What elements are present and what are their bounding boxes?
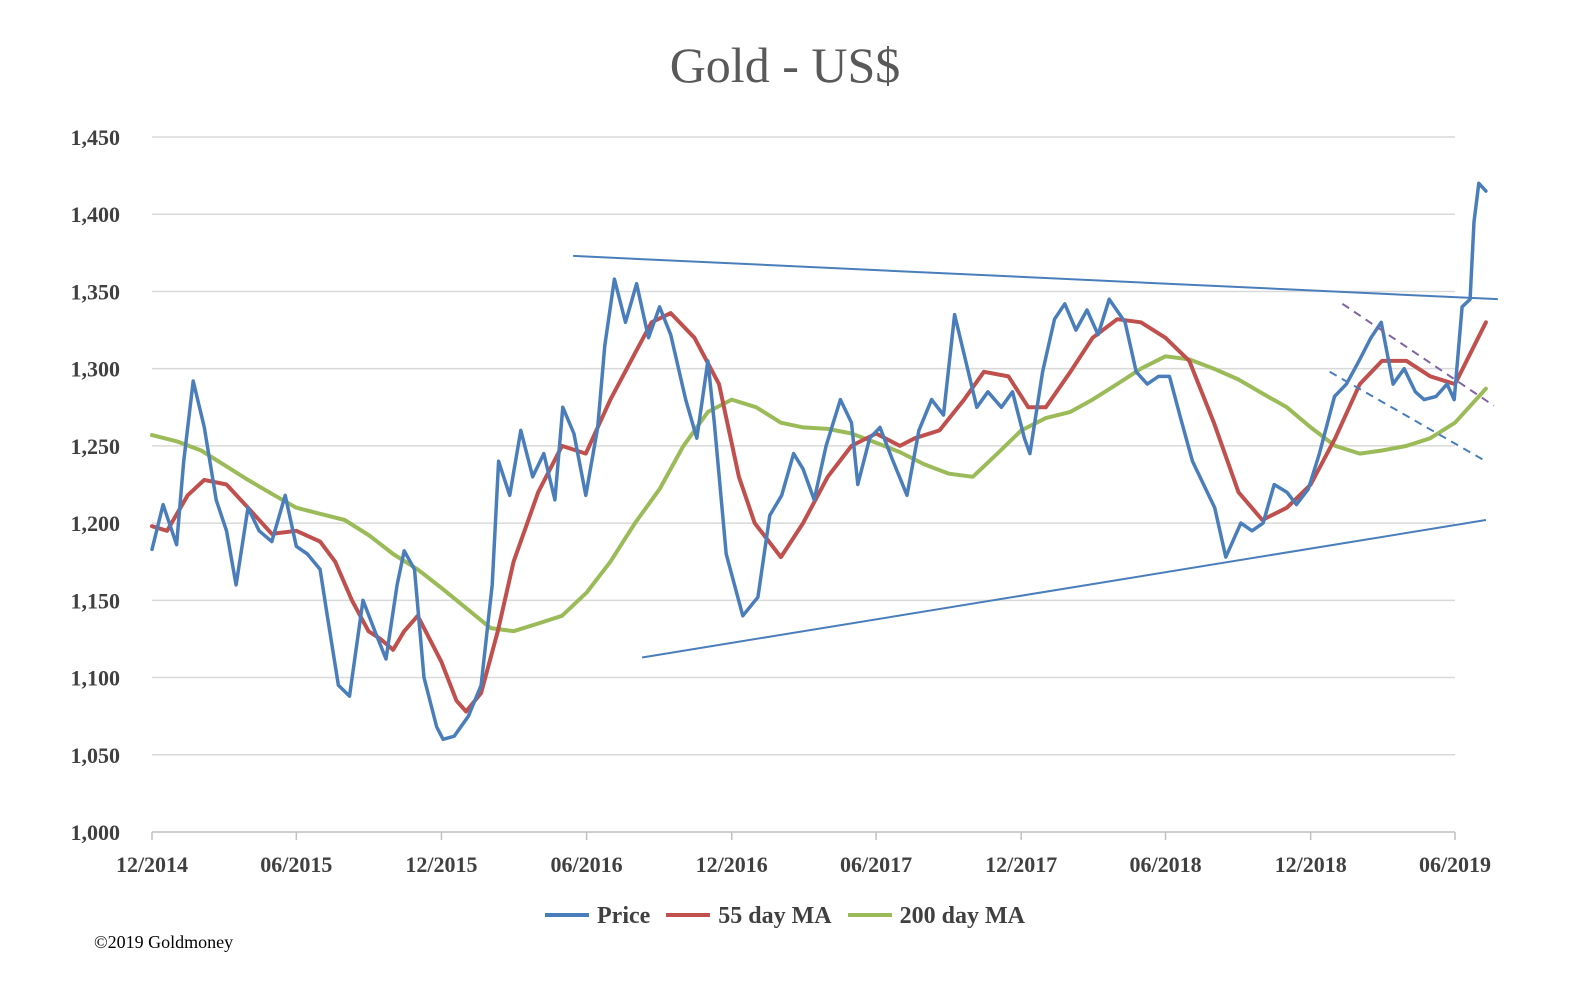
- legend-label: 55 day MA: [718, 903, 832, 929]
- legend-swatch: [666, 913, 711, 918]
- copyright-text: ©2019 Goldmoney: [94, 932, 234, 952]
- ma55-line: [150, 311, 1488, 714]
- trendline: [641, 519, 1487, 659]
- y-tick-label: 1,400: [71, 202, 121, 227]
- y-tick-label: 1,000: [71, 820, 121, 845]
- chart-title: Gold - US$: [669, 37, 901, 93]
- x-tick-label: 12/2018: [1275, 852, 1347, 877]
- legend-swatch: [545, 913, 589, 918]
- legend: Price 55 day MA 200 day MA: [0, 903, 1570, 930]
- x-tick-label: 12/2017: [985, 852, 1057, 877]
- y-tick-label: 1,050: [71, 743, 121, 768]
- y-tick-label: 1,450: [71, 125, 121, 150]
- dashed-trendline: [1329, 370, 1487, 463]
- y-tick-label: 1,300: [71, 357, 121, 382]
- x-tick-label: 06/2016: [551, 852, 623, 877]
- x-tick-label: 12/2015: [405, 852, 477, 877]
- legend-item: 200 day MA: [847, 903, 1025, 930]
- y-tick-label: 1,150: [71, 588, 121, 613]
- x-tick-label: 12/2014: [116, 852, 188, 877]
- y-tick-label: 1,350: [71, 279, 121, 304]
- x-tick-label: 06/2017: [840, 852, 912, 877]
- legend-swatch: [847, 913, 892, 918]
- x-tick-label: 06/2019: [1419, 852, 1491, 877]
- y-tick-label: 1,250: [71, 434, 121, 459]
- ma200-line: [150, 354, 1488, 634]
- x-tick-label: 06/2015: [260, 852, 332, 877]
- y-tick-label: 1,100: [71, 666, 121, 691]
- legend-label: 200 day MA: [899, 903, 1025, 929]
- price-line: [150, 181, 1488, 742]
- y-tick-label: 1,200: [71, 511, 121, 536]
- legend-item: Price: [545, 903, 650, 930]
- trendline: [573, 254, 1498, 301]
- legend-item: 55 day MA: [666, 903, 832, 930]
- x-tick-label: 06/2018: [1129, 852, 1201, 877]
- dashed-trendline: [1341, 302, 1495, 407]
- x-tick-label: 12/2016: [696, 852, 768, 877]
- legend-label: Price: [597, 903, 651, 929]
